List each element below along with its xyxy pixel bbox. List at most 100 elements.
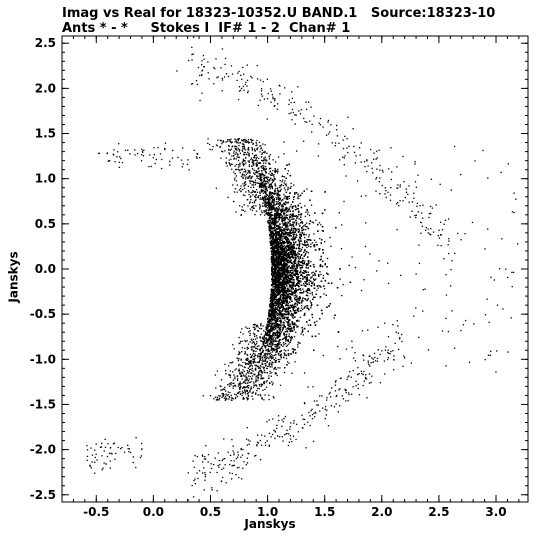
- data-point: [276, 208, 279, 210]
- data-point: [293, 231, 295, 234]
- y-tick-label: -1.5: [30, 397, 56, 411]
- y-tick-label: -2.0: [30, 443, 56, 457]
- data-point: [287, 283, 289, 285]
- data-point: [278, 310, 280, 312]
- chart-title: Imag vs Real for 18323-10352.U BAND.1 So…: [62, 6, 496, 21]
- data-point: [277, 299, 279, 302]
- data-point: [281, 329, 284, 332]
- data-point: [282, 251, 284, 253]
- data-point: [284, 231, 287, 233]
- data-point: [276, 234, 278, 237]
- data-point: [294, 259, 296, 262]
- data-point: [287, 302, 289, 305]
- data-point: [294, 275, 296, 277]
- data-point: [275, 259, 277, 261]
- data-point: [273, 245, 275, 247]
- data-point: [315, 241, 317, 244]
- data-point: [285, 222, 288, 224]
- data-point: [324, 262, 326, 265]
- data-point: [305, 234, 307, 236]
- data-point: [275, 231, 277, 234]
- data-point: [283, 279, 286, 282]
- data-point: [301, 304, 303, 307]
- data-point: [298, 218, 300, 220]
- x-tick-label: 2.0: [371, 505, 392, 519]
- data-point: [308, 214, 311, 217]
- data-point: [299, 316, 301, 318]
- data-point: [283, 253, 285, 255]
- data-point: [276, 275, 278, 277]
- data-point: [311, 242, 314, 244]
- data-point: [330, 245, 332, 247]
- data-point: [282, 207, 284, 210]
- data-point: [289, 314, 291, 316]
- data-point: [282, 265, 285, 267]
- data-point: [289, 215, 291, 217]
- data-point: [268, 195, 270, 198]
- data-point: [294, 361, 296, 363]
- data-point: [307, 295, 309, 297]
- data-point: [254, 368, 257, 370]
- data-point: [284, 210, 287, 212]
- data-point: [280, 326, 282, 328]
- data-point: [308, 234, 310, 236]
- data-point: [281, 216, 283, 218]
- data-point: [279, 230, 281, 232]
- data-point: [280, 213, 282, 216]
- data-point: [284, 287, 287, 290]
- data-point: [291, 271, 293, 273]
- data-point: [283, 277, 285, 279]
- data-point: [282, 220, 284, 222]
- data-point: [302, 270, 305, 272]
- data-point: [270, 234, 273, 236]
- data-point: [278, 273, 280, 276]
- data-point: [276, 272, 278, 274]
- data-point: [308, 236, 310, 238]
- data-point: [296, 208, 298, 210]
- data-point: [297, 265, 299, 267]
- data-point: [303, 307, 305, 309]
- data-point: [271, 309, 273, 312]
- data-point: [273, 229, 275, 231]
- data-point: [265, 211, 267, 213]
- data-point: [265, 158, 267, 160]
- data-point: [274, 183, 276, 185]
- x-tick-label: 1.5: [314, 505, 335, 519]
- data-point: [286, 223, 289, 225]
- data-point: [303, 284, 305, 286]
- data-point: [277, 367, 279, 369]
- data-point: [320, 273, 322, 276]
- data-point: [298, 283, 301, 285]
- data-point: [289, 229, 291, 232]
- y-tick-label: 0.5: [35, 217, 56, 231]
- data-point: [296, 267, 298, 269]
- data-point: [277, 275, 279, 278]
- data-point: [289, 253, 292, 255]
- data-point: [260, 179, 262, 181]
- data-point: [275, 221, 277, 223]
- data-point: [277, 259, 279, 262]
- data-point: [291, 316, 294, 318]
- data-point: [285, 211, 288, 213]
- data-point: [284, 255, 287, 257]
- data-point: [270, 223, 272, 225]
- data-point: [275, 304, 277, 307]
- data-point: [322, 248, 324, 251]
- data-point: [285, 235, 287, 237]
- data-point: [259, 360, 261, 362]
- data-point: [289, 223, 291, 225]
- data-point: [271, 272, 273, 274]
- data-point: [308, 274, 310, 276]
- data-point: [326, 257, 329, 260]
- data-point: [280, 268, 282, 270]
- data-point: [304, 205, 306, 207]
- data-point: [299, 342, 301, 344]
- data-point: [283, 217, 285, 219]
- data-point: [293, 279, 295, 281]
- data-point: [287, 240, 289, 242]
- data-point: [274, 361, 276, 363]
- data-point: [273, 225, 276, 227]
- data-point: [307, 256, 309, 258]
- data-point: [274, 339, 276, 341]
- data-point: [285, 241, 287, 244]
